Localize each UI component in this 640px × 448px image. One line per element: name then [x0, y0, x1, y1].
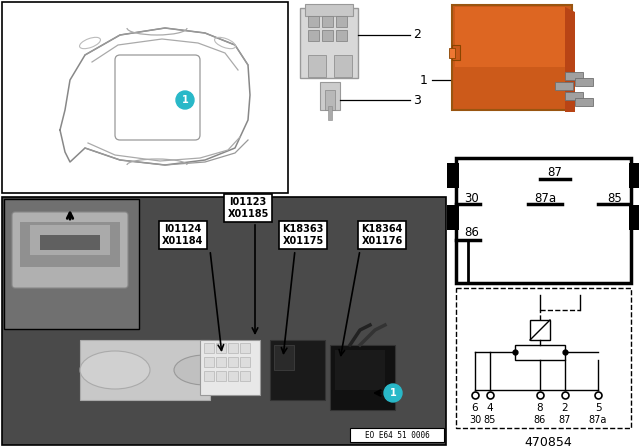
Bar	[20, 222, 120, 267]
Bar	[456, 158, 631, 283]
Bar	[240, 357, 250, 367]
Bar	[40, 235, 100, 250]
Bar	[530, 320, 550, 340]
Bar	[322, 30, 333, 41]
Bar	[330, 345, 395, 410]
Text: K18363
X01175: K18363 X01175	[282, 224, 324, 246]
Bar	[240, 343, 250, 353]
Bar	[308, 16, 319, 27]
Bar	[449, 48, 455, 58]
Bar	[216, 357, 226, 367]
Bar	[2, 197, 446, 445]
Text: 1: 1	[420, 73, 428, 86]
Bar	[270, 340, 325, 400]
Bar	[228, 371, 238, 381]
Bar	[328, 106, 332, 120]
Bar	[350, 428, 444, 442]
Bar	[447, 205, 459, 230]
Bar	[320, 82, 340, 110]
Bar	[336, 30, 347, 41]
Text: 2: 2	[413, 29, 421, 42]
Bar	[216, 371, 226, 381]
Text: 2: 2	[562, 403, 568, 413]
Text: 87: 87	[548, 167, 563, 180]
Text: 85: 85	[484, 415, 496, 425]
Bar	[80, 340, 210, 400]
Bar	[575, 78, 593, 86]
Bar	[565, 72, 583, 80]
Text: 5: 5	[595, 403, 602, 413]
Bar	[629, 163, 639, 188]
Text: 3: 3	[413, 94, 421, 107]
Bar	[216, 343, 226, 353]
Bar	[228, 343, 238, 353]
Text: 8: 8	[537, 403, 543, 413]
Ellipse shape	[174, 355, 236, 385]
Bar	[334, 55, 352, 77]
Bar	[30, 225, 110, 255]
Bar	[308, 30, 319, 41]
Bar	[204, 371, 214, 381]
Bar	[200, 340, 260, 395]
Circle shape	[384, 384, 402, 402]
Bar	[308, 55, 326, 77]
Text: 4: 4	[486, 403, 493, 413]
Bar	[452, 5, 572, 110]
Bar	[447, 163, 459, 188]
Text: 30: 30	[469, 415, 481, 425]
Bar	[565, 92, 583, 100]
Bar	[336, 16, 347, 27]
Bar	[274, 345, 294, 370]
FancyBboxPatch shape	[455, 7, 565, 67]
Bar	[228, 357, 238, 367]
Text: 86: 86	[465, 227, 479, 240]
Text: 87a: 87a	[534, 191, 556, 204]
Text: 85: 85	[607, 191, 622, 204]
Text: I01124
X01184: I01124 X01184	[163, 224, 204, 246]
Bar	[305, 4, 353, 16]
Text: 470854: 470854	[524, 436, 572, 448]
Bar	[629, 205, 639, 230]
Bar	[335, 350, 385, 390]
Bar	[204, 357, 214, 367]
Bar	[555, 82, 573, 90]
Text: K18364
X01176: K18364 X01176	[362, 224, 403, 246]
FancyBboxPatch shape	[115, 55, 200, 140]
Bar	[575, 98, 593, 106]
Bar	[456, 288, 631, 428]
Bar	[515, 345, 565, 360]
Bar	[4, 199, 139, 329]
Text: 1: 1	[390, 388, 396, 398]
Circle shape	[176, 91, 194, 109]
Text: 86: 86	[534, 415, 546, 425]
Text: I01123
X01185: I01123 X01185	[227, 197, 269, 219]
Bar	[325, 90, 335, 110]
Bar	[322, 16, 333, 27]
Text: EO E64 51 0006: EO E64 51 0006	[365, 431, 429, 439]
Ellipse shape	[80, 351, 150, 389]
FancyBboxPatch shape	[12, 212, 128, 288]
Bar	[204, 343, 214, 353]
Text: 87a: 87a	[589, 415, 607, 425]
Bar	[2, 2, 288, 193]
Text: 87: 87	[559, 415, 571, 425]
Bar	[300, 8, 358, 78]
Polygon shape	[565, 7, 575, 112]
Text: 6: 6	[472, 403, 478, 413]
Text: 1: 1	[182, 95, 188, 105]
Bar	[240, 371, 250, 381]
Bar	[452, 45, 460, 60]
Text: 30: 30	[465, 191, 479, 204]
